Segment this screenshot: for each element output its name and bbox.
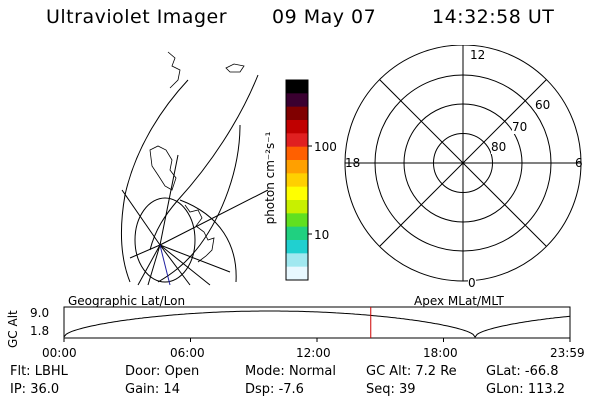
lat-label-80: 80 (491, 140, 507, 154)
coastline (184, 204, 215, 263)
colorbar-frame (285, 79, 309, 281)
colorbar-stripe (286, 253, 308, 268)
timeline-x-tick: 18:00 (423, 346, 458, 360)
colorbar-stripe (286, 213, 308, 228)
colorbar-tick-100: 100 (314, 140, 337, 154)
geographic-map (120, 51, 269, 286)
colorbar-stripe (286, 173, 308, 188)
map-latitude-ellipse (134, 197, 196, 283)
info-seq: Seq: 39 (366, 382, 416, 397)
timeline-y-tick-max: 9.0 (30, 306, 50, 320)
colorbar-stripe (286, 146, 308, 161)
colorbar-stripe (286, 266, 308, 281)
timeline-right-title: Apex MLat/MLT (414, 294, 504, 308)
polar-diagonal (379, 79, 547, 247)
date-label: 09 May 07 (272, 6, 377, 28)
mlt-label-top: 12 (470, 48, 486, 62)
mlt-label-right: 6 (575, 156, 583, 170)
colorbar: photon cm⁻²s⁻¹ (263, 79, 312, 281)
terminator-line (159, 244, 171, 286)
lat-label-70: 70 (512, 120, 528, 134)
mlt-label-left: 18 (345, 156, 361, 170)
timeline-x-tick: 23:59 (550, 346, 585, 360)
map-longitude-line (129, 244, 161, 259)
timeline-x-tick: 06:00 (170, 346, 205, 360)
info-glat: GLat: -66.8 (486, 364, 559, 379)
colorbar-stripe (286, 200, 308, 214)
map-longitude-line (159, 154, 179, 246)
info-gain: Gain: 14 (125, 382, 180, 397)
info-mode: Mode: Normal (245, 364, 336, 379)
coastline (167, 51, 181, 89)
colorbar-tick-10: 10 (314, 228, 330, 242)
polar-plot (344, 45, 582, 282)
info-door: Door: Open (125, 364, 200, 379)
colorbar-stripes (286, 80, 308, 281)
map-longitude-line (159, 244, 231, 273)
altitude-curve (63, 310, 571, 338)
colorbar-stripe (286, 240, 308, 254)
colorbar-stripe (286, 186, 308, 201)
colorbar-stripe (286, 80, 308, 94)
map-latitude-arc (157, 124, 241, 283)
map-longitude-line (159, 244, 191, 286)
map-longitude-line (159, 189, 269, 246)
colorbar-stripe (286, 120, 308, 134)
time-label: 14:32:58 UT (432, 6, 555, 28)
timeline-x-tick: 00:00 (42, 346, 77, 360)
map-longitude-line (159, 244, 211, 286)
timeline-y-tick-min: 1.8 (30, 324, 50, 338)
colorbar-stripe (286, 160, 308, 174)
info-ip: IP: 36.0 (10, 382, 60, 397)
timeline-x-tick: 12:00 (296, 346, 331, 360)
map-longitude-arc (179, 199, 237, 283)
colorbar-stripe (286, 106, 308, 121)
colorbar-stripe (286, 93, 308, 108)
info-dsp: Dsp: -7.6 (245, 382, 304, 397)
colorbar-unit-label: photon cm⁻²s⁻¹ (263, 131, 277, 224)
lat-label-60: 60 (535, 98, 551, 112)
info-gc-alt: GC Alt: 7.2 Re (366, 364, 457, 379)
timeline-left-title: Geographic Lat/Lon (68, 294, 186, 308)
map-longitude-line (121, 189, 161, 246)
info-glon: GLon: 113.2 (486, 382, 566, 397)
info-flt: Flt: LBHL (10, 364, 68, 379)
map-longitude-line (147, 244, 161, 286)
colorbar-stripe (286, 133, 308, 148)
colorbar-stripe (286, 226, 308, 241)
instrument-title: Ultraviolet Imager (46, 6, 228, 28)
map-latitude-arc (149, 74, 259, 251)
coastline (225, 63, 245, 73)
mlt-label-bottom: 0 (468, 276, 476, 290)
coastline (149, 145, 177, 191)
map-longitude-line (137, 244, 161, 286)
